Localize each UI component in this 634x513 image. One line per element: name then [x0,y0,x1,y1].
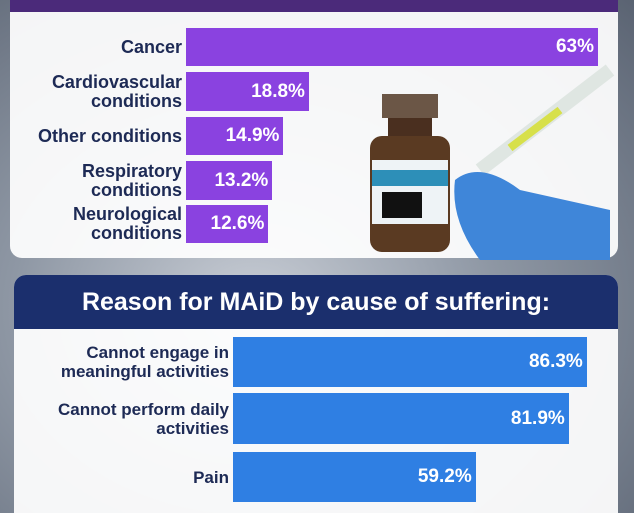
value-label: 18.8% [251,80,305,102]
bar [186,72,309,111]
category-label: Cannot engage in meaningful activities [60,343,229,381]
value-label: 63% [555,36,595,57]
value-label: 86.3% [528,351,583,372]
top-header-band [10,0,618,12]
value-label: 12.6% [210,213,265,234]
vial-neck [388,118,432,136]
bar [233,452,476,502]
category-label: Cardiovascular conditions [51,71,182,111]
vial-cap [382,94,438,118]
bar [186,161,273,200]
syringe-fluid [507,106,563,152]
bar [233,337,587,387]
value-label: 13.2% [214,169,269,191]
bar [186,205,269,243]
bar [186,117,284,155]
vial-illustration [370,64,615,260]
category-label: Other conditions [38,125,182,146]
vial-label-band [372,170,448,186]
bar [233,393,569,444]
value-label: 14.9% [225,125,280,146]
value-label: 81.9% [510,407,565,429]
category-label: Pain [193,467,229,487]
chart-title: Reason for MAiD by cause of suffering: [14,275,618,329]
category-label: Neurological conditions [72,204,182,243]
category-label: Respiratory conditions [81,160,182,200]
glove [454,172,610,260]
category-label: Cannot perform daily activities [58,399,229,438]
value-label: 59.2% [417,466,472,487]
bar [186,28,599,66]
category-label: Cancer [120,36,182,57]
vial-redaction [382,192,422,218]
